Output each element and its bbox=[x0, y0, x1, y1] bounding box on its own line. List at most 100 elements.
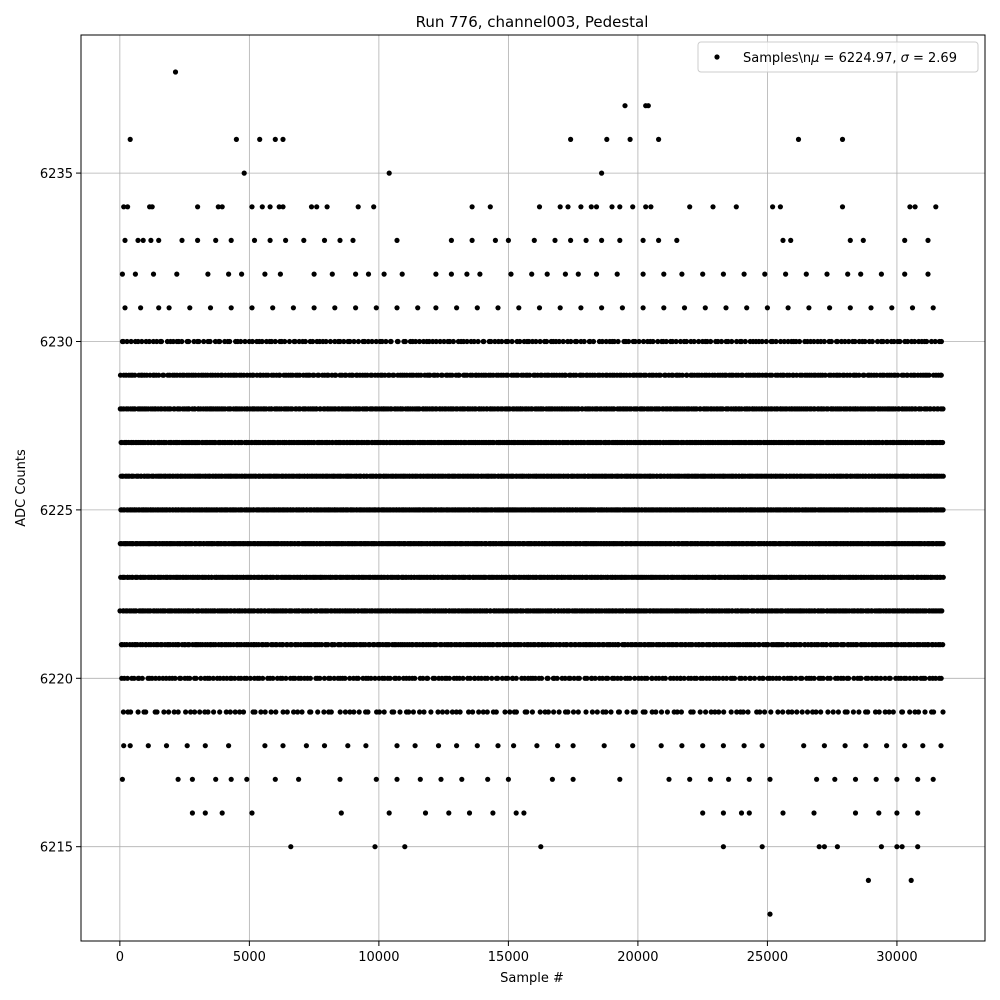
data-point bbox=[351, 709, 357, 715]
data-point bbox=[581, 338, 587, 345]
data-point bbox=[781, 338, 787, 345]
data-point bbox=[780, 642, 786, 648]
data-point bbox=[207, 338, 213, 345]
data-point bbox=[649, 675, 655, 681]
data-point bbox=[532, 675, 538, 681]
data-point bbox=[778, 338, 784, 345]
data-point bbox=[775, 709, 781, 715]
data-point bbox=[410, 709, 416, 715]
data-point bbox=[940, 709, 946, 715]
data-point bbox=[210, 675, 216, 681]
data-point bbox=[342, 675, 348, 681]
data-point bbox=[716, 709, 722, 715]
data-point bbox=[307, 675, 313, 681]
data-point bbox=[417, 709, 423, 715]
data-point bbox=[785, 709, 791, 715]
data-point bbox=[562, 675, 568, 681]
data-point bbox=[632, 338, 638, 345]
data-point bbox=[645, 103, 651, 109]
data-point bbox=[421, 709, 427, 715]
data-point bbox=[513, 709, 520, 715]
data-point bbox=[697, 709, 703, 715]
data-point bbox=[728, 709, 734, 715]
data-point bbox=[351, 338, 357, 345]
data-point bbox=[603, 709, 609, 715]
data-point bbox=[762, 709, 768, 715]
data-point bbox=[799, 675, 805, 681]
data-point bbox=[441, 338, 447, 345]
data-point bbox=[373, 338, 379, 345]
data-point bbox=[732, 675, 738, 681]
data-point bbox=[604, 136, 610, 142]
data-point bbox=[933, 675, 939, 681]
data-point bbox=[874, 675, 880, 681]
data-point bbox=[327, 338, 333, 345]
data-point bbox=[347, 709, 353, 715]
data-point bbox=[899, 709, 906, 715]
data-point bbox=[286, 338, 293, 345]
data-point bbox=[249, 338, 255, 345]
data-point bbox=[502, 709, 508, 715]
data-point bbox=[624, 709, 630, 715]
data-point bbox=[780, 709, 786, 715]
data-point bbox=[327, 675, 333, 681]
data-point bbox=[260, 675, 266, 681]
data-point bbox=[912, 338, 918, 345]
data-point bbox=[201, 338, 207, 345]
data-point bbox=[432, 675, 438, 681]
data-point bbox=[729, 338, 735, 345]
data-point bbox=[793, 675, 799, 681]
data-point bbox=[759, 338, 765, 345]
data-point bbox=[350, 372, 356, 378]
data-point bbox=[922, 709, 928, 715]
data-point bbox=[770, 675, 776, 681]
data-point bbox=[505, 338, 511, 345]
data-point bbox=[632, 709, 638, 715]
data-point bbox=[135, 338, 141, 345]
data-point bbox=[319, 642, 325, 648]
data-point bbox=[798, 642, 804, 648]
data-point bbox=[139, 338, 145, 345]
data-point bbox=[428, 709, 434, 715]
data-point bbox=[355, 675, 361, 681]
data-point bbox=[556, 338, 562, 345]
data-point bbox=[356, 709, 362, 715]
data-point bbox=[135, 709, 141, 715]
data-point bbox=[291, 709, 297, 715]
data-point bbox=[310, 338, 316, 345]
data-point bbox=[488, 338, 494, 345]
data-point bbox=[188, 709, 194, 715]
data-point bbox=[537, 709, 543, 715]
data-point bbox=[489, 675, 495, 681]
data-point bbox=[166, 709, 172, 715]
data-point bbox=[217, 709, 223, 715]
data-point bbox=[679, 372, 686, 378]
data-point bbox=[599, 338, 605, 345]
data-point bbox=[724, 675, 730, 681]
data-point bbox=[154, 338, 160, 345]
data-point bbox=[524, 709, 530, 715]
data-point bbox=[795, 136, 802, 142]
data-point bbox=[545, 709, 552, 715]
data-point bbox=[844, 709, 850, 715]
data-point bbox=[131, 675, 137, 681]
data-point bbox=[227, 709, 233, 715]
data-point bbox=[839, 136, 846, 142]
data-point bbox=[565, 709, 571, 715]
data-point bbox=[851, 675, 857, 681]
data-point bbox=[416, 338, 423, 345]
data-point bbox=[655, 338, 661, 345]
data-point bbox=[556, 709, 562, 715]
data-point bbox=[386, 170, 392, 176]
data-point bbox=[258, 709, 264, 715]
data-point bbox=[669, 338, 676, 345]
data-point bbox=[827, 675, 833, 681]
data-point bbox=[132, 372, 138, 378]
data-point bbox=[146, 338, 152, 345]
data-point bbox=[475, 338, 481, 345]
data-point bbox=[172, 69, 179, 75]
data-point bbox=[852, 338, 858, 345]
data-point bbox=[568, 338, 574, 345]
data-point bbox=[240, 709, 247, 715]
